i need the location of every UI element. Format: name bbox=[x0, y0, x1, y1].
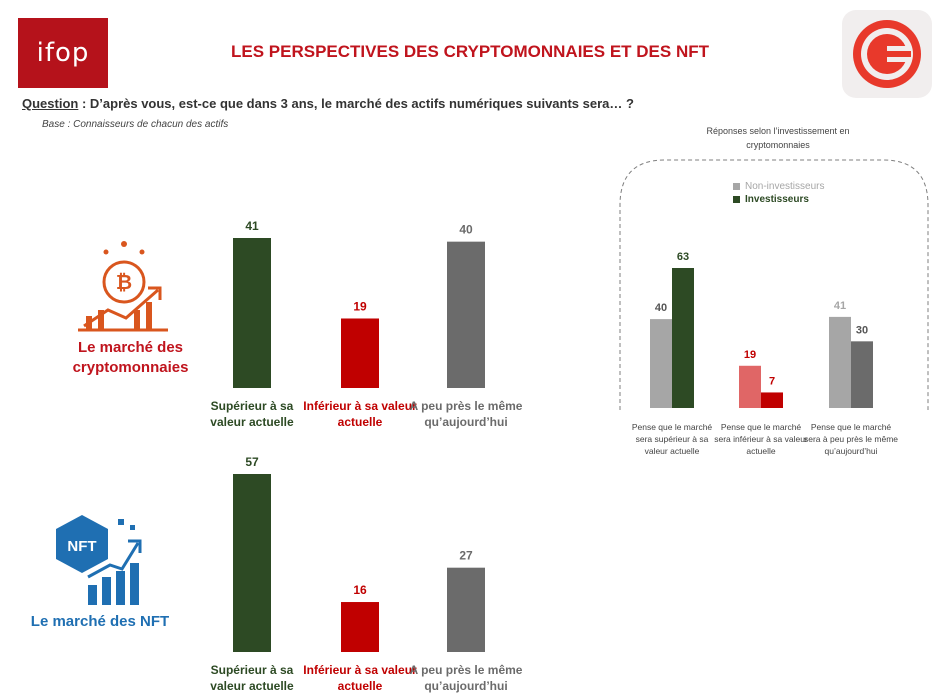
nft-category-2: A peu près le même qu’aujourd’hui bbox=[409, 663, 523, 693]
investor-value-2-1: 30 bbox=[856, 324, 868, 336]
crypto-section-label: Le marché des cryptomonnaies bbox=[72, 339, 189, 376]
investor-value-1-0: 19 bbox=[744, 349, 756, 361]
investor-bar-0-1 bbox=[672, 268, 694, 408]
investor-bar-1-1 bbox=[761, 392, 783, 408]
investor-category-0: Pense que le marché sera supérieur à sa … bbox=[631, 422, 713, 456]
investor-bar-2-0 bbox=[829, 316, 851, 408]
crypto-bar-0 bbox=[233, 238, 271, 388]
crypto-value-2: 40 bbox=[459, 223, 473, 237]
crypto-value-1: 19 bbox=[353, 299, 367, 313]
investor-bar-0-0 bbox=[650, 319, 672, 408]
nft-bar-1 bbox=[341, 602, 379, 652]
nft-category-1: Inférieur à sa valeur actuelle bbox=[303, 663, 417, 693]
question-text: : D’après vous, est-ce que dans 3 ans, l… bbox=[78, 96, 634, 111]
legend-swatch-non-investors bbox=[733, 183, 740, 190]
investor-value-2-0: 41 bbox=[834, 300, 846, 312]
question-label: Question bbox=[22, 96, 79, 111]
legend-non-investors: Non-investisseurs bbox=[733, 181, 824, 192]
ifop-logo: ifop bbox=[18, 18, 108, 88]
crypto-category-0: Supérieur à sa valeur actuelle bbox=[210, 399, 294, 429]
investor-value-1-1: 7 bbox=[769, 375, 775, 387]
crypto-category-1: Inférieur à sa valeur actuelle bbox=[303, 399, 417, 429]
legend-swatch-investors bbox=[733, 196, 740, 203]
nft-value-2: 27 bbox=[459, 549, 473, 563]
legend-label-investors: Investisseurs bbox=[745, 194, 809, 205]
question: Question : D’après vous, est-ce que dans… bbox=[22, 96, 634, 111]
page-title: LES PERSPECTIVES DES CRYPTOMONNAIES ET D… bbox=[231, 42, 709, 61]
crypto-bar-2 bbox=[447, 241, 485, 388]
crypto-category-2: A peu près le même qu’aujourd’hui bbox=[409, 399, 523, 429]
nft-bar-2 bbox=[447, 567, 485, 652]
investor-value-0-0: 40 bbox=[655, 302, 667, 314]
nft-bar-0 bbox=[233, 474, 271, 652]
crypto-bar-1 bbox=[341, 318, 379, 388]
brand-logo-right bbox=[842, 10, 932, 98]
nft-value-0: 57 bbox=[245, 455, 259, 469]
brand-logo-icon bbox=[853, 20, 921, 88]
investor-bar-2-1 bbox=[851, 341, 873, 408]
crypto-value-0: 41 bbox=[245, 219, 259, 233]
nft-value-1: 16 bbox=[353, 583, 367, 597]
investor-category-2: Pense que le marché sera à peu près le m… bbox=[803, 422, 899, 456]
legend-investors: Investisseurs bbox=[733, 194, 809, 205]
investor-value-0-1: 63 bbox=[677, 251, 689, 263]
nft-category-0: Supérieur à sa valeur actuelle bbox=[210, 663, 294, 693]
investment-chart-title: Réponses selon l’investissement en crypt… bbox=[706, 126, 850, 150]
investor-bar-1-0 bbox=[739, 365, 761, 408]
investor-category-1: Pense que le marché sera inférieur à sa … bbox=[714, 422, 808, 456]
nft-section-label: Le marché des NFT bbox=[30, 613, 170, 630]
base-note: Base : Connaisseurs de chacun des actifs bbox=[42, 119, 229, 130]
legend-label-non-investors: Non-investisseurs bbox=[745, 181, 825, 192]
